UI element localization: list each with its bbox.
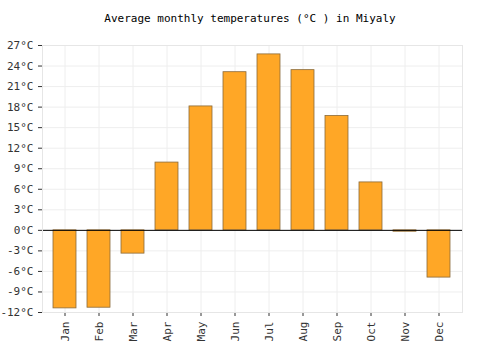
svg-text:-6°C: -6°C (7, 265, 34, 278)
svg-text:Apr: Apr (161, 321, 174, 341)
svg-text:9°C: 9°C (14, 162, 34, 175)
svg-text:May: May (195, 321, 208, 341)
svg-text:3°C: 3°C (14, 203, 34, 216)
svg-text:Mar: Mar (127, 321, 140, 341)
svg-text:21°C: 21°C (7, 80, 34, 93)
svg-text:Jul: Jul (263, 322, 276, 342)
svg-text:15°C: 15°C (7, 121, 34, 134)
svg-text:Dec: Dec (433, 322, 446, 342)
svg-text:18°C: 18°C (7, 101, 34, 114)
html-text:Average monthly temperatures (: Average monthly temperatures (°C ) in Mi… (104, 12, 396, 25)
svg-text:Feb: Feb (93, 322, 106, 342)
svg-text:-12°C: -12°C (0, 306, 33, 319)
svg-text:Sep: Sep (331, 322, 344, 342)
svg-text:Oct: Oct (365, 322, 378, 342)
svg-text:-3°C: -3°C (7, 244, 34, 257)
svg-text:12°C: 12°C (7, 142, 34, 155)
svg-text:24°C: 24°C (7, 60, 34, 73)
svg-text:6°C: 6°C (14, 183, 34, 196)
svg-text:Jan: Jan (59, 322, 72, 342)
svg-text:Nov: Nov (399, 321, 412, 341)
svg-text:27°C: 27°C (7, 39, 34, 52)
svg-text:0°C: 0°C (14, 224, 34, 237)
svg-text:Aug: Aug (297, 322, 310, 342)
svg-text:-9°C: -9°C (7, 285, 34, 298)
svg-text:Jun: Jun (229, 322, 242, 342)
